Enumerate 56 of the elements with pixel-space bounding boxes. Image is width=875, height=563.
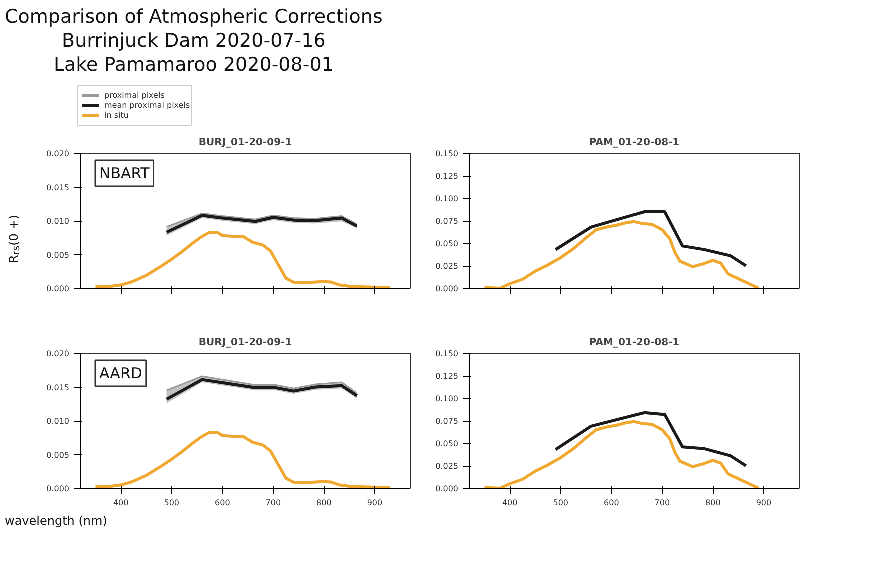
y-tick-label: 0.010 bbox=[46, 417, 70, 426]
chart-title: BURJ_01-20-09-1 bbox=[198, 338, 292, 348]
annotation: NBART bbox=[100, 164, 151, 182]
x-tick-label: 500 bbox=[553, 498, 569, 508]
line-series bbox=[94, 230, 392, 288]
line-series bbox=[483, 220, 760, 288]
chart-title: BURJ_01-20-09-1 bbox=[198, 138, 292, 148]
line-series bbox=[166, 376, 358, 394]
x-tick-label: 400 bbox=[502, 498, 518, 508]
y-tick-label: 0.100 bbox=[436, 194, 459, 204]
y-tick-label: 0.025 bbox=[436, 462, 459, 471]
text: wavelength (nm) bbox=[5, 513, 108, 530]
line-series bbox=[554, 210, 748, 268]
y-tick-label: 0.000 bbox=[46, 284, 70, 294]
y-tick-label: 0.125 bbox=[436, 172, 459, 181]
x-tick-label: 900 bbox=[367, 498, 383, 508]
y-tick-label: 0.075 bbox=[436, 217, 459, 226]
y-tick-label: 0.000 bbox=[436, 284, 459, 294]
y-tick-label: 0.150 bbox=[436, 150, 459, 158]
x-tick-label: 600 bbox=[215, 498, 230, 508]
y-tick-label: 0.010 bbox=[46, 217, 70, 226]
x-tick-label: 900 bbox=[756, 498, 772, 508]
legend-label: proximal pixels bbox=[104, 91, 165, 100]
legend-label: in situ bbox=[104, 111, 129, 120]
y-tick-label: 0.075 bbox=[436, 417, 459, 426]
y-tick-label: 0.020 bbox=[46, 150, 70, 158]
y-tick-label: 0.005 bbox=[46, 250, 70, 260]
y-tick-label: 0.015 bbox=[46, 383, 70, 392]
y-tick-label: 0.100 bbox=[436, 394, 459, 404]
y-tick-label: 0.000 bbox=[436, 484, 459, 494]
line-series bbox=[94, 430, 392, 488]
x-tick-label: 400 bbox=[113, 498, 129, 508]
text: Burrinjuck Dam 2020-07-16 Lake Pamamaroo 2020-08-01 bbox=[54, 30, 334, 76]
x-tick-label: 700 bbox=[266, 498, 282, 508]
y-tick-label: 0.025 bbox=[436, 262, 459, 271]
y-tick-label: 0.150 bbox=[436, 350, 459, 358]
annotation: AARD bbox=[100, 364, 142, 382]
y-tick-label: 0.050 bbox=[436, 240, 459, 248]
y-tick-label: 0.125 bbox=[436, 372, 459, 381]
y-tick-label: 0.050 bbox=[436, 440, 459, 448]
text: Comparison of Atmospheric Corrections bbox=[5, 6, 383, 28]
x-tick-label: 700 bbox=[654, 498, 670, 508]
x-tick-label: 800 bbox=[706, 498, 721, 508]
x-tick-label: 600 bbox=[604, 498, 620, 508]
y-tick-label: 0.000 bbox=[46, 484, 70, 494]
y-tick-label: 0.015 bbox=[46, 183, 70, 192]
x-tick-label: 500 bbox=[164, 498, 180, 508]
chart-title: PAM_01-20-08-1 bbox=[589, 338, 680, 348]
line-series bbox=[554, 411, 748, 468]
legend-label: mean proximal pixels bbox=[104, 101, 190, 110]
line-series bbox=[166, 212, 358, 228]
line-series bbox=[483, 420, 760, 488]
y-tick-label: 0.020 bbox=[46, 350, 70, 358]
y-tick-label: 0.005 bbox=[46, 450, 70, 460]
x-tick-label: 800 bbox=[316, 498, 332, 508]
chart-title: PAM_01-20-08-1 bbox=[589, 138, 680, 148]
